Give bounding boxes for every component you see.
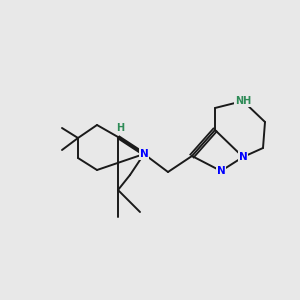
Text: N: N <box>238 152 247 162</box>
Text: H: H <box>116 123 124 133</box>
Text: N: N <box>217 166 225 176</box>
Text: N: N <box>140 149 148 159</box>
Text: NH: NH <box>235 96 251 106</box>
